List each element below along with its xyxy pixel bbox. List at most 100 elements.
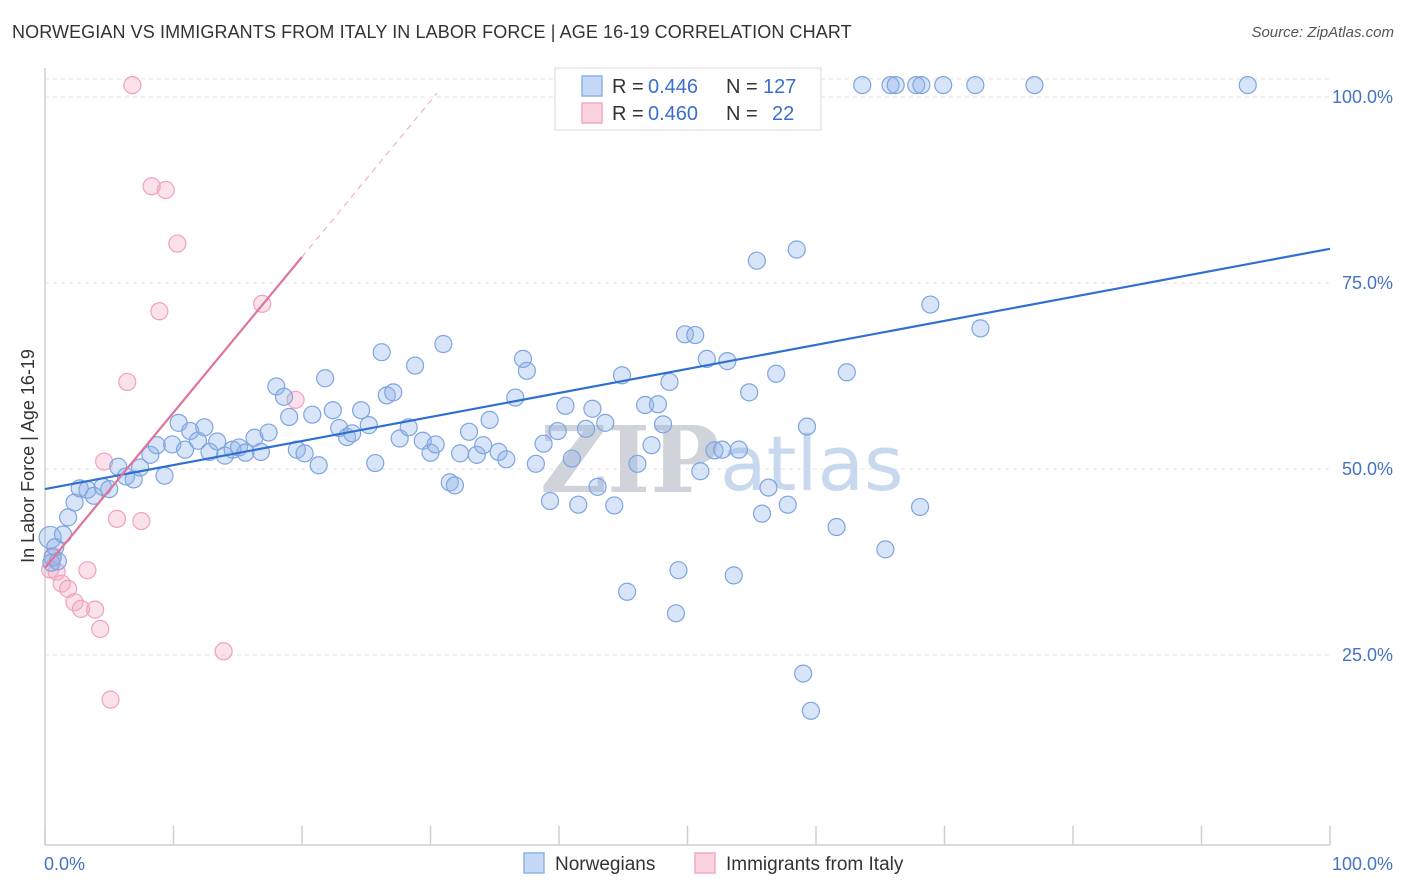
series-italy-points xyxy=(41,75,305,709)
data-point-norwegians xyxy=(797,417,817,436)
data-point-italy xyxy=(168,234,187,253)
data-point-norwegians xyxy=(767,364,786,383)
y-axis-tick-labels: 25.0% 50.0% 75.0% 100.0% xyxy=(1332,87,1393,665)
legend-r-label-2: R = xyxy=(612,103,644,125)
data-point-norwegians xyxy=(274,387,294,406)
trend-line-norwegians xyxy=(44,247,1331,491)
data-point-norwegians xyxy=(399,418,418,437)
data-point-norwegians xyxy=(801,701,820,720)
data-point-norwegians xyxy=(562,449,581,468)
data-point-norwegians xyxy=(881,75,900,95)
data-point-norwegians xyxy=(921,295,940,314)
data-point-norwegians xyxy=(323,401,342,420)
x-tick-label-min: 0.0% xyxy=(44,854,85,874)
data-point-norwegians xyxy=(605,496,624,515)
data-point-italy xyxy=(118,372,137,392)
legend-swatch-norwegians xyxy=(581,75,603,97)
data-point-norwegians xyxy=(434,334,453,354)
watermark: ZIP atlas xyxy=(540,406,904,514)
data-point-norwegians xyxy=(713,440,732,459)
y-tick-label: 50.0% xyxy=(1342,459,1393,479)
x-tick-label-max: 100.0% xyxy=(1332,854,1393,874)
data-point-italy xyxy=(214,642,233,661)
data-point-norwegians xyxy=(740,383,759,402)
data-point-norwegians xyxy=(517,361,536,380)
legend-r-value-1: 0.446 xyxy=(648,76,698,98)
data-point-norwegians xyxy=(912,75,931,95)
data-point-norwegians xyxy=(497,450,516,469)
grid-lines xyxy=(45,78,1330,656)
data-point-norwegians xyxy=(280,407,299,427)
data-point-norwegians xyxy=(405,356,425,375)
data-point-italy xyxy=(132,511,151,531)
data-point-norwegians xyxy=(653,415,673,434)
series-legend: Norwegians Immigrants from Italy xyxy=(523,852,904,875)
data-point-italy xyxy=(101,690,120,709)
data-point-norwegians xyxy=(628,454,647,473)
data-point-norwegians xyxy=(155,466,174,485)
bottom-legend-label-norwegians: Norwegians xyxy=(555,854,655,875)
data-point-norwegians xyxy=(303,405,322,424)
data-point-norwegians xyxy=(666,604,686,623)
legend-r-value-2: 0.460 xyxy=(648,103,698,125)
data-point-norwegians xyxy=(251,442,270,461)
data-point-norwegians xyxy=(778,495,797,514)
legend-n-label-2: N = xyxy=(726,103,758,125)
data-point-norwegians xyxy=(876,540,895,559)
data-point-norwegians xyxy=(705,441,724,460)
data-point-norwegians xyxy=(426,435,445,454)
data-point-norwegians xyxy=(569,495,588,514)
data-point-norwegians xyxy=(907,75,926,95)
data-point-norwegians xyxy=(384,383,403,402)
data-point-norwegians xyxy=(618,582,637,601)
y-axis-title: In Labor Force | Age 16-19 xyxy=(18,349,38,563)
series-norwegians-points xyxy=(38,75,1257,720)
data-point-norwegians xyxy=(489,442,508,461)
data-point-norwegians xyxy=(548,421,567,441)
data-point-italy xyxy=(142,177,161,196)
data-point-norwegians xyxy=(295,444,314,463)
data-point-norwegians xyxy=(540,491,560,511)
data-point-norwegians xyxy=(642,436,661,455)
data-point-norwegians xyxy=(576,419,596,438)
legend-r-label-1: R = xyxy=(612,76,644,98)
data-point-norwegians xyxy=(934,75,953,95)
data-point-norwegians xyxy=(195,418,214,437)
data-point-norwegians xyxy=(181,421,200,441)
data-point-norwegians xyxy=(724,566,743,585)
data-point-italy xyxy=(91,619,110,639)
data-point-norwegians xyxy=(635,395,655,415)
data-point-norwegians xyxy=(440,473,459,492)
data-point-norwegians xyxy=(886,75,905,95)
data-point-italy xyxy=(78,561,97,580)
data-point-norwegians xyxy=(459,422,479,441)
data-point-norwegians xyxy=(1238,75,1257,95)
data-point-norwegians xyxy=(752,504,772,523)
legend-n-label-1: N = xyxy=(726,76,758,98)
data-point-norwegians xyxy=(759,478,778,497)
data-point-norwegians xyxy=(910,497,930,517)
data-point-norwegians xyxy=(697,349,716,368)
y-tick-label: 100.0% xyxy=(1332,87,1393,107)
data-point-italy xyxy=(150,302,169,321)
trend-line-italy xyxy=(44,256,303,569)
data-point-norwegians xyxy=(534,434,553,453)
data-point-norwegians xyxy=(352,401,371,420)
data-point-italy xyxy=(107,509,127,528)
data-point-norwegians xyxy=(648,395,668,414)
legend-n-value-1: 127 xyxy=(763,76,796,98)
data-point-norwegians xyxy=(853,75,872,95)
data-point-norwegians xyxy=(359,416,378,435)
data-point-norwegians xyxy=(450,444,470,463)
legend-swatch-italy xyxy=(581,102,603,124)
data-point-norwegians xyxy=(966,75,985,95)
data-point-norwegians xyxy=(686,325,705,345)
trend-line-italy-extension xyxy=(301,92,438,258)
data-point-italy xyxy=(95,452,114,471)
data-point-norwegians xyxy=(372,343,391,362)
data-point-norwegians xyxy=(175,440,195,459)
data-point-norwegians xyxy=(660,372,679,392)
data-point-norwegians xyxy=(583,399,602,418)
bottom-legend-swatch-italy xyxy=(694,852,716,874)
